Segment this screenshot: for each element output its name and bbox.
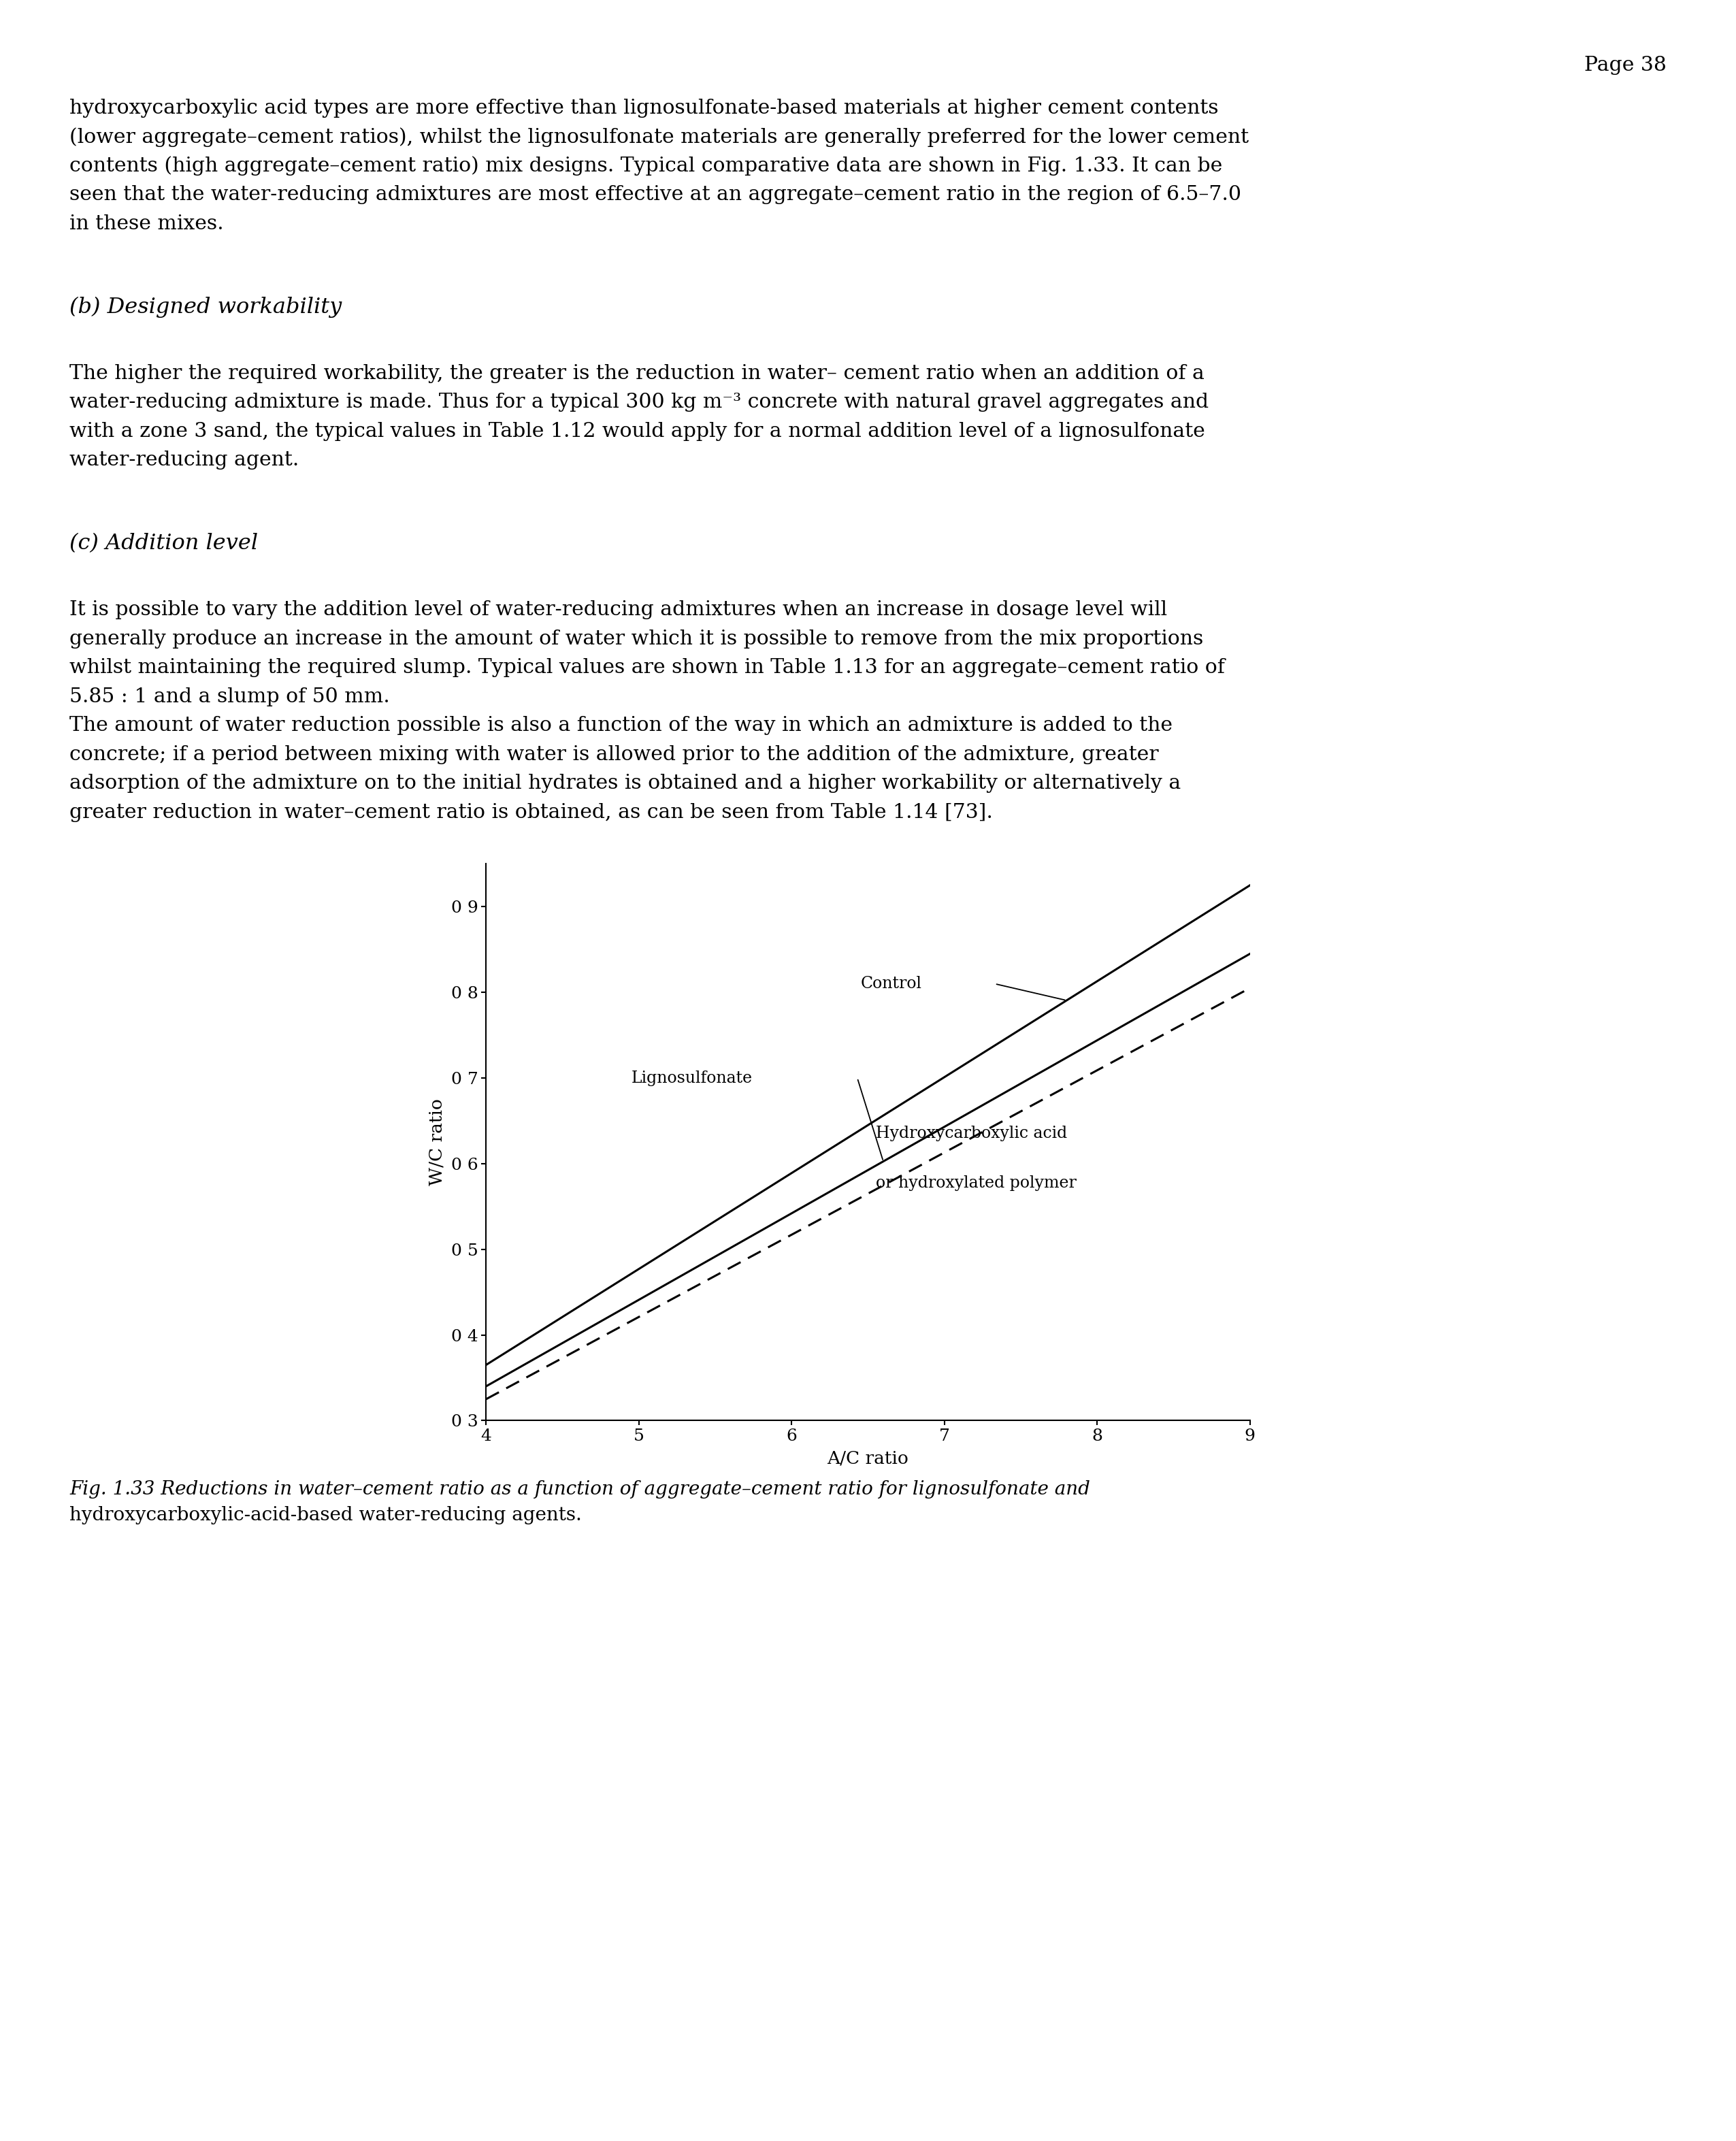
Text: It is possible to vary the addition level of water-reducing admixtures when an i: It is possible to vary the addition leve…	[69, 599, 1167, 619]
Text: (lower aggregate–cement ratios), whilst the lignosulfonate materials are general: (lower aggregate–cement ratios), whilst …	[69, 128, 1248, 148]
Text: generally produce an increase in the amount of water which it is possible to rem: generally produce an increase in the amo…	[69, 629, 1203, 649]
Text: seen that the water-reducing admixtures are most effective at an aggregate–cemen: seen that the water-reducing admixtures …	[69, 184, 1241, 203]
Text: Lignosulfonate: Lignosulfonate	[632, 1070, 752, 1085]
Text: whilst maintaining the required slump. Typical values are shown in Table 1.13 fo: whilst maintaining the required slump. T…	[69, 657, 1226, 677]
Text: Hydroxycarboxylic acid: Hydroxycarboxylic acid	[875, 1126, 1068, 1141]
Text: (b) Designed workability: (b) Designed workability	[69, 295, 342, 317]
Text: Page 38: Page 38	[1585, 56, 1667, 75]
Text: greater reduction in water–cement ratio is obtained, as can be seen from Table 1: greater reduction in water–cement ratio …	[69, 803, 993, 822]
Text: hydroxycarboxylic acid types are more effective than lignosulfonate-based materi: hydroxycarboxylic acid types are more ef…	[69, 98, 1219, 118]
Text: 5.85 : 1 and a slump of 50 mm.: 5.85 : 1 and a slump of 50 mm.	[69, 687, 391, 707]
Y-axis label: W/C ratio: W/C ratio	[429, 1098, 446, 1186]
Text: in these mixes.: in these mixes.	[69, 214, 224, 233]
Text: The amount of water reduction possible is also a function of the way in which an: The amount of water reduction possible i…	[69, 715, 1172, 734]
Text: water-reducing agent.: water-reducing agent.	[69, 450, 299, 469]
Text: (c) Addition level: (c) Addition level	[69, 533, 259, 555]
Text: hydroxycarboxylic-acid-based water-reducing agents.: hydroxycarboxylic-acid-based water-reduc…	[69, 1505, 582, 1524]
Text: or hydroxylated polymer: or hydroxylated polymer	[875, 1175, 1076, 1190]
Text: concrete; if a period between mixing with water is allowed prior to the addition: concrete; if a period between mixing wit…	[69, 745, 1158, 764]
X-axis label: A/C ratio: A/C ratio	[828, 1449, 908, 1467]
Text: contents (high aggregate–cement ratio) mix designs. Typical comparative data are: contents (high aggregate–cement ratio) m…	[69, 156, 1222, 176]
Text: water-reducing admixture is made. Thus for a typical 300 kg m⁻³ concrete with na: water-reducing admixture is made. Thus f…	[69, 392, 1208, 411]
Text: adsorption of the admixture on to the initial hydrates is obtained and a higher : adsorption of the admixture on to the in…	[69, 773, 1180, 792]
Text: with a zone 3 sand, the typical values in Table 1.12 would apply for a normal ad: with a zone 3 sand, the typical values i…	[69, 422, 1205, 441]
Text: Fig. 1.33 Reductions in water–cement ratio as a function of aggregate–cement rat: Fig. 1.33 Reductions in water–cement rat…	[69, 1479, 1090, 1499]
Text: The higher the required workability, the greater is the reduction in water– ceme: The higher the required workability, the…	[69, 364, 1205, 383]
Text: Control: Control	[861, 976, 922, 991]
